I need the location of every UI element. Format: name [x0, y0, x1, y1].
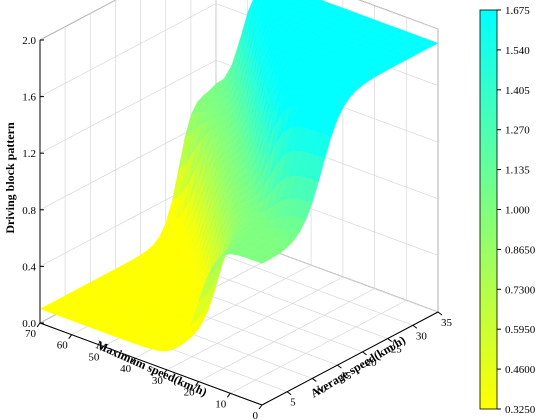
y-tick-label: 25	[391, 344, 403, 356]
colorbar-tick-label: 1.675	[505, 5, 530, 17]
colorbar-tick-label: 1.270	[505, 125, 530, 137]
z-axis-title: Driving block pattern	[3, 122, 17, 234]
surface-cell	[253, 256, 269, 264]
x-tick-mark	[163, 369, 168, 375]
tick-labels: 0.0 0.4 0.8 1.2 1.6 2.0 0 10 20 30 40 50 60 70 5 10 15 20…	[22, 35, 452, 419]
y-axis-line	[261, 311, 439, 406]
x-tick-mark	[195, 381, 199, 386]
x-tick-label: 30	[152, 375, 164, 387]
y-tick-mark	[437, 311, 443, 316]
colorbar-tick-label: 1.135	[505, 165, 530, 177]
x-tick-mark	[68, 334, 73, 340]
x-tick-mark	[100, 346, 104, 351]
y-tick-mark	[337, 364, 342, 369]
colorbar-tick-label: 1.000	[505, 205, 530, 217]
colorbar-tick-label: 0.8650	[505, 244, 536, 256]
x-tick-label: 60	[57, 340, 69, 352]
y-tick-mark	[311, 378, 317, 382]
x-tick-label: 10	[215, 398, 227, 410]
z-tick-label: 2.0	[22, 35, 36, 47]
x-tick-label: 70	[25, 328, 37, 340]
x-tick-label: 50	[88, 351, 100, 363]
y-tick-label: 35	[441, 317, 453, 329]
y-tick-label: 20	[366, 357, 378, 369]
colorbar	[479, 9, 498, 410]
y-tick-label: 15	[340, 370, 352, 382]
y-tick-label: 5	[290, 397, 296, 409]
y-tick-mark	[362, 351, 367, 356]
surface-plot	[39, 0, 439, 352]
colorbar-tick-label: 1.405	[505, 85, 530, 97]
axes	[39, 40, 439, 406]
x-tick-label: 40	[120, 363, 132, 375]
colorbar-tick-label: 0.5950	[505, 324, 536, 336]
z-tick-label: 0.0	[22, 318, 36, 330]
x-axis-line	[39, 322, 263, 406]
colorbar-ticks: 1.675 1.540 1.405 1.270 1.135 1.000 0.8650 0.73…	[497, 5, 536, 416]
z-tick-label: 1.6	[22, 92, 36, 104]
x-tick-mark	[258, 404, 263, 410]
z-tick-label: 0.4	[22, 261, 36, 273]
z-tick-label: 1.2	[22, 148, 36, 160]
y-tick-label: 30	[416, 330, 428, 342]
y-tick-mark	[387, 338, 393, 342]
x-tick-mark	[226, 392, 231, 398]
colorbar-tick-label: 1.540	[505, 45, 530, 57]
x-tick-label: 20	[184, 387, 196, 399]
y-tick-mark	[286, 391, 292, 396]
y-tick-mark	[412, 324, 418, 329]
x-tick-label: 0	[253, 410, 259, 419]
colorbar-tick-label: 0.4600	[505, 364, 536, 376]
z-tick-label: 0.8	[22, 205, 36, 217]
x-tick-mark	[131, 357, 136, 363]
x-tick-mark	[36, 322, 41, 328]
y-tick-label: 10	[315, 383, 327, 395]
colorbar-tick-label: 0.7300	[505, 284, 536, 296]
z-grid-line	[39, 0, 439, 41]
colorbar-tick-label: 0.3250	[505, 404, 536, 416]
